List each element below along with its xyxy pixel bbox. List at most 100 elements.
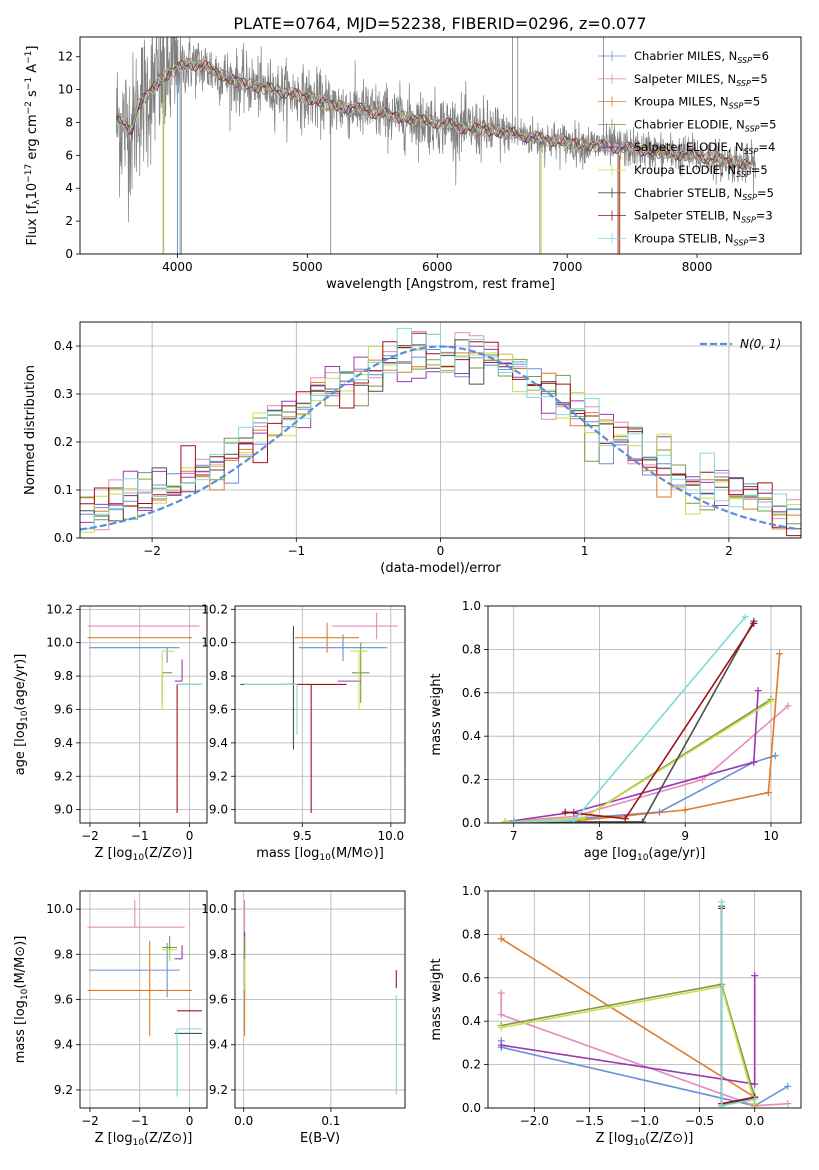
label-span: −17 [24, 164, 34, 183]
legend-text: Chabrier STELIB, N [634, 186, 742, 200]
axes-frame [79, 36, 802, 255]
label-span: 10 [133, 1138, 145, 1148]
y-axis-label: age [log10(age/yr)] [13, 654, 30, 776]
x-axis-label: (data-model)/error [380, 561, 501, 576]
y-tick-label: 9.0 [54, 803, 73, 817]
legend-text: Salpeter ELODIE, N [634, 140, 744, 154]
series-kroupa_elodie [501, 985, 756, 1104]
marker-kroupa_miles [764, 789, 772, 797]
legend-text: Kroupa ELODIE, N [634, 163, 736, 177]
label-span: A [25, 64, 40, 77]
marker-salpeter_elodie [750, 758, 758, 766]
mass-vs-extinction-panel: 0.0 0.1 9.2 9.4 9.6 9.8 10.0 E(B-V) [201, 890, 406, 1146]
label-span: 10 [20, 988, 30, 1000]
y-tick-label: 0.2 [54, 435, 73, 449]
legend-subscript: SSP [736, 79, 751, 88]
label-span: log [113, 1131, 133, 1146]
legend-count: =5 [751, 163, 768, 177]
legend-subscript: SSP [742, 193, 757, 202]
y-tick-label: 0 [65, 247, 73, 261]
label-span: 10 [634, 1138, 646, 1148]
marker-kroupa_elodie [501, 818, 509, 823]
legend-entry: Salpeter ELODIE, NSSP=4 [634, 140, 775, 156]
y-tick-label: 10 [58, 83, 73, 97]
label-span: (M/M⊙)] [331, 846, 384, 861]
legend-entry: Chabrier ELODIE, NSSP=5 [634, 117, 776, 133]
y-tick-label: 9.8 [54, 947, 73, 961]
y-tick-label: 0.2 [462, 773, 481, 787]
x-tick-label: 0 [437, 544, 445, 558]
normal-curve [80, 345, 799, 531]
label-span: mass weight [429, 673, 444, 755]
series-salpeter_elodie [505, 690, 759, 823]
label-span: mass [ [13, 1020, 28, 1063]
series-kroupa_miles [500, 938, 756, 1106]
y-axis-label: mass [log10(M/M⊙)] [13, 936, 30, 1064]
label-span: −1 [24, 77, 34, 90]
marker-salpeter_elodie [497, 1041, 505, 1049]
residuals-panel: −2 −1 0 1 2 0.0 0.1 0.2 0.3 0.4 (data-model)/error… [23, 321, 802, 576]
legend-text: Chabrier ELODIE, N [634, 117, 745, 131]
legend-entry: Kroupa STELIB, NSSP=3 [634, 231, 765, 247]
x-axis-label: age [log10(age/yr)] [584, 846, 706, 863]
y-tick-label: 0.4 [462, 729, 481, 743]
marker-chabrier_miles [784, 1082, 792, 1090]
y-tick-label: 0.1 [54, 483, 73, 497]
label-span: (age/yr)] [648, 846, 705, 861]
x-tick-label: −2.0 [520, 1114, 549, 1128]
label-span: 10 [133, 853, 145, 863]
legend-subscript: SSP [741, 216, 756, 225]
marker-kroupa_miles [776, 650, 784, 658]
legend-text: Salpeter STELIB, N [634, 209, 741, 223]
y-tick-label: 9.4 [54, 1038, 73, 1052]
y-tick-label: 12 [58, 50, 73, 64]
legend-subscript: SSP [737, 56, 752, 65]
legend-count: =5 [743, 95, 760, 109]
marker-salpeter_elodie [754, 687, 762, 695]
x-tick-label: 6000 [422, 260, 453, 274]
marker-kroupa_stelib [718, 898, 726, 906]
x-tick-label: −2 [143, 544, 161, 558]
x-tick-label: 0 [186, 829, 194, 843]
x-tick-label: 0.0 [234, 1114, 253, 1128]
marker-salpeter_elodie [751, 1080, 759, 1088]
y-tick-label: 0.8 [462, 927, 481, 941]
legend-subscript: SSP [745, 124, 760, 133]
marker-kroupa_stelib [570, 817, 578, 823]
histogram-kroupa_stelib [80, 327, 801, 529]
label-span: age [ [584, 846, 617, 861]
legend-text: Kroupa MILES, N [634, 95, 729, 109]
x-tick-label: −0.5 [685, 1114, 714, 1128]
legend-normal-label: N(0, 1) [740, 337, 781, 351]
y-tick-label: 9.8 [209, 669, 228, 683]
label-span: Z [ [95, 1131, 113, 1146]
label-span: Flux [f [25, 204, 40, 245]
legend-subscript: SSP [734, 238, 749, 247]
x-tick-label: 9.5 [293, 829, 312, 843]
label-span: (Z/Z⊙)] [144, 1131, 192, 1146]
x-axis-label: Z [log10(Z/Z⊙)] [95, 846, 193, 863]
y-tick-label: 10.0 [46, 902, 73, 916]
y-tick-label: 9.6 [209, 702, 228, 716]
x-tick-label: 0.1 [321, 1114, 340, 1128]
marker-kroupa_elodie [578, 815, 586, 823]
label-span: (Z/Z⊙)] [144, 846, 192, 861]
label-span: Normed distribution [23, 365, 38, 495]
series-salpeter_stelib [565, 622, 755, 820]
y-tick-label: 9.2 [54, 769, 73, 783]
label-span: 10 [20, 710, 30, 722]
y-tick-label: 0.8 [462, 642, 481, 656]
legend-text: Salpeter MILES, N [634, 72, 736, 86]
label-span: log [300, 846, 320, 861]
x-axis-label: Z [log10(Z/Z⊙)] [596, 1131, 694, 1148]
x-tick-label: 8000 [682, 260, 713, 274]
label-span: log [13, 1000, 28, 1020]
series-salpeter_elodie [501, 975, 756, 1086]
y-tick-label: 9.6 [54, 993, 73, 1007]
y-tick-label: 9.4 [209, 1038, 228, 1052]
y-tick-label: 9.2 [54, 1083, 73, 1097]
series-kroupa_stelib [513, 616, 746, 823]
x-tick-label: −1.5 [575, 1114, 604, 1128]
marker-salpeter_elodie [751, 972, 759, 980]
